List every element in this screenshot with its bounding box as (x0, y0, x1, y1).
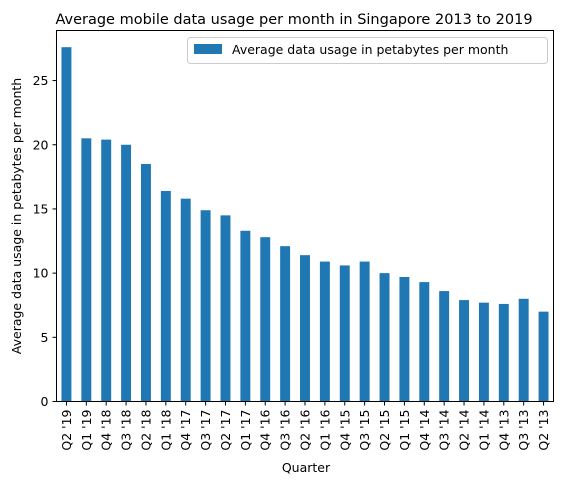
bar (339, 265, 350, 402)
bar (140, 164, 151, 402)
x-tick-label: Q1 '14 (476, 409, 491, 450)
y-axis-ticks: 0 5 10 15 20 25 (33, 73, 57, 409)
y-tick-label: 25 (33, 73, 49, 88)
x-tick-label: Q2 '16 (298, 409, 313, 450)
x-tick-label: Q3 '16 (278, 409, 293, 450)
y-tick-label: 5 (41, 330, 49, 345)
y-tick-label: 0 (41, 394, 49, 409)
x-tick-label: Q2 '14 (457, 409, 472, 450)
x-axis-ticks: Q2 '19 Q1 '19 Q4 '18 Q3 '18 Q2 '18 Q1 '18 Q4 '… (59, 401, 551, 451)
legend: Average data usage in petabytes per mont… (187, 37, 548, 64)
bar (61, 47, 72, 402)
bar (459, 300, 470, 402)
x-tick-label: Q1 '17 (238, 410, 253, 451)
legend-label: Average data usage in petabytes per mont… (232, 42, 508, 57)
x-tick-label: Q1 '18 (158, 409, 173, 450)
bar (220, 215, 231, 402)
bar (280, 246, 291, 402)
bar (419, 282, 430, 402)
bar (101, 139, 112, 402)
x-tick-label: Q1 '16 (317, 409, 332, 450)
bar (260, 237, 271, 402)
x-tick-label: Q4 '18 (99, 409, 114, 450)
x-tick-label: Q1 '19 (79, 409, 94, 450)
x-tick-label: Q2 '13 (536, 410, 551, 451)
y-axis-label: Average data usage in petabytes per mont… (9, 78, 24, 354)
bar (160, 190, 171, 402)
legend-swatch (194, 44, 222, 54)
y-tick-label: 20 (33, 137, 49, 152)
y-tick-label: 15 (33, 201, 49, 216)
bar (359, 261, 370, 402)
bar (240, 230, 251, 402)
x-tick-label: Q4 '15 (337, 410, 352, 451)
bar (180, 198, 191, 402)
x-tick-label: Q2 '15 (377, 410, 392, 451)
x-tick-label: Q4 '16 (258, 409, 273, 450)
x-axis-label: Quarter (282, 460, 331, 475)
x-tick-label: Q3 '17 (198, 410, 213, 451)
x-tick-label: Q4 '14 (417, 409, 432, 450)
x-tick-label: Q1 '15 (397, 410, 412, 451)
bar (439, 291, 450, 402)
bar (379, 273, 390, 402)
x-tick-label: Q4 '13 (496, 410, 511, 451)
x-tick-label: Q3 '18 (119, 409, 134, 450)
bars-group (61, 47, 549, 402)
bar (518, 298, 529, 402)
x-tick-label: Q2 '17 (218, 410, 233, 451)
legend-box (187, 37, 548, 64)
x-tick-label: Q2 '18 (138, 409, 153, 450)
bar (319, 261, 330, 402)
bar (81, 138, 92, 402)
bar (538, 311, 549, 402)
bar (300, 255, 310, 402)
y-tick-label: 10 (33, 266, 49, 281)
bar (498, 303, 509, 402)
chart-title: Average mobile data usage per month in S… (55, 12, 532, 28)
x-tick-label: Q3 '14 (437, 409, 452, 450)
bar (200, 210, 211, 402)
bar (399, 276, 410, 402)
plot-frame (56, 30, 554, 402)
x-tick-label: Q2 '19 (59, 409, 74, 450)
bar (121, 144, 132, 402)
x-tick-label: Q4 '17 (178, 410, 193, 451)
bar (478, 302, 489, 402)
x-tick-label: Q3 '15 (357, 410, 372, 451)
x-tick-label: Q3 '13 (516, 410, 531, 451)
